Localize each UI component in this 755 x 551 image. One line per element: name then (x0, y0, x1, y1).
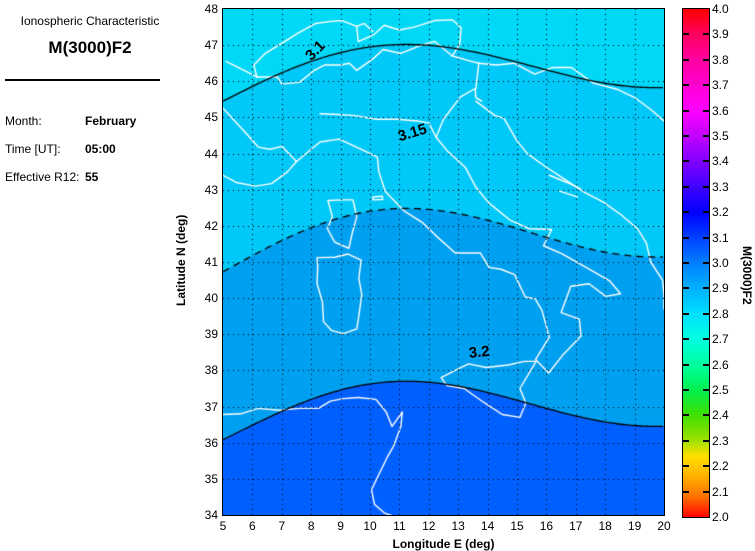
colorbar-gradient (682, 8, 710, 518)
map-plot: 3.1 3.15 3.2 (222, 8, 665, 516)
x-tick-label: 18 (598, 519, 612, 533)
y-tick-label: 48 (204, 2, 218, 16)
y-tick-label: 45 (204, 110, 218, 125)
x-tick-label: 10 (363, 519, 377, 533)
y-tick-label: 43 (204, 182, 218, 197)
y-tick-label: 42 (204, 218, 218, 233)
y-tick-label: 39 (204, 327, 218, 342)
colorbar-tick-label: 3.7 (712, 78, 729, 93)
colorbar-tick-label: 3.6 (712, 103, 729, 118)
x-tick-label: 13 (451, 519, 465, 533)
x-tick-label: 12 (422, 519, 436, 533)
info-row-month: Month: February (5, 114, 180, 130)
contour-label: 3.2 (468, 342, 491, 362)
x-tick-label: 20 (657, 519, 671, 533)
characteristic-kicker: Ionospheric Characteristic (20, 14, 160, 28)
colorbar-tick-label: 2.2 (712, 459, 729, 474)
x-tick-label: 14 (480, 519, 495, 533)
x-tick-label: 19 (627, 519, 642, 533)
x-tick-label: 7 (278, 519, 286, 533)
y-tick-label: 46 (204, 74, 218, 89)
time-label: Time [UT]: (5, 142, 61, 156)
x-axis-tick-labels: 5 6 7 8 9 10 11 12 13 14 15 16 17 18 19 20 (0, 520, 755, 536)
info-row-effective-r12: Effective R12: 55 (5, 170, 180, 186)
colorbar-tick-label: 2.5 (712, 383, 729, 397)
effective-r12-value: 55 (85, 170, 99, 184)
heatmap-canvas (223, 9, 664, 515)
y-tick-label: 36 (204, 435, 218, 450)
colorbar-tick-label: 2.6 (712, 357, 729, 372)
colorbar-tick-label: 2.9 (712, 281, 729, 296)
x-tick-label: 16 (539, 519, 554, 533)
effective-r12-label: Effective R12: (5, 170, 80, 184)
x-tick-label: 17 (569, 519, 583, 533)
month-value: February (85, 114, 137, 128)
info-panel: Ionospheric Characteristic M(3000)F2 Mon… (0, 0, 180, 551)
time-value: 05:00 (85, 142, 116, 156)
colorbar-tick-label: 3.8 (712, 52, 729, 67)
colorbar-tick-label: 3.0 (712, 256, 729, 270)
y-tick-label: 40 (204, 291, 218, 306)
y-tick-label: 37 (204, 399, 218, 414)
colorbar-tick-label: 3.2 (712, 205, 729, 220)
colorbar-tick-label: 2.0 (712, 510, 729, 524)
x-tick-label: 8 (307, 519, 315, 533)
page-title: M(3000)F2 (48, 38, 132, 57)
colorbar-tick-label: 2.4 (712, 408, 729, 423)
colorbar-tick-label: 3.9 (712, 27, 729, 42)
x-tick-label: 9 (337, 519, 344, 533)
colorbar-tick-label: 3.4 (712, 154, 729, 169)
colorbar-tick-label: 2.8 (712, 306, 729, 321)
y-axis-tick-labels: 34 35 36 37 38 39 40 41 42 43 44 45 46 47 48 (182, 0, 218, 551)
month-label: Month: (5, 114, 42, 128)
x-tick-label: 15 (510, 519, 524, 533)
y-tick-label: 35 (204, 471, 218, 486)
info-row-time: Time [UT]: 05:00 (5, 142, 180, 158)
colorbar (682, 8, 710, 518)
x-tick-label: 6 (249, 519, 256, 533)
y-tick-label: 34 (204, 508, 218, 522)
y-tick-label: 38 (204, 363, 218, 378)
colorbar-tick-label: 2.1 (712, 484, 729, 499)
colorbar-tick-label: 2.3 (712, 433, 729, 448)
plot-frame (222, 8, 665, 516)
colorbar-title: M(3000)F2 (740, 246, 754, 305)
y-tick-label: 47 (204, 38, 218, 53)
x-tick-label: 5 (219, 519, 227, 533)
panel-divider (5, 79, 160, 81)
colorbar-tick-label: 3.1 (712, 230, 729, 245)
x-tick-label: 11 (393, 519, 406, 533)
y-tick-label: 41 (204, 255, 218, 269)
colorbar-tick-label: 2.7 (712, 332, 729, 347)
x-axis-title: Longitude E (deg) (392, 537, 495, 551)
y-axis-title: Latitude N (deg) (174, 214, 188, 306)
colorbar-tick-label: 4.0 (712, 2, 729, 16)
colorbar-tick-labels: 2.0 2.1 2.2 2.3 2.4 2.5 2.6 2.7 2.8 2.9 3.0 3.1 3.2 3… (712, 0, 742, 551)
colorbar-tick-label: 3.5 (712, 129, 729, 143)
y-tick-label: 44 (204, 146, 218, 161)
colorbar-tick-label: 3.3 (712, 179, 729, 194)
